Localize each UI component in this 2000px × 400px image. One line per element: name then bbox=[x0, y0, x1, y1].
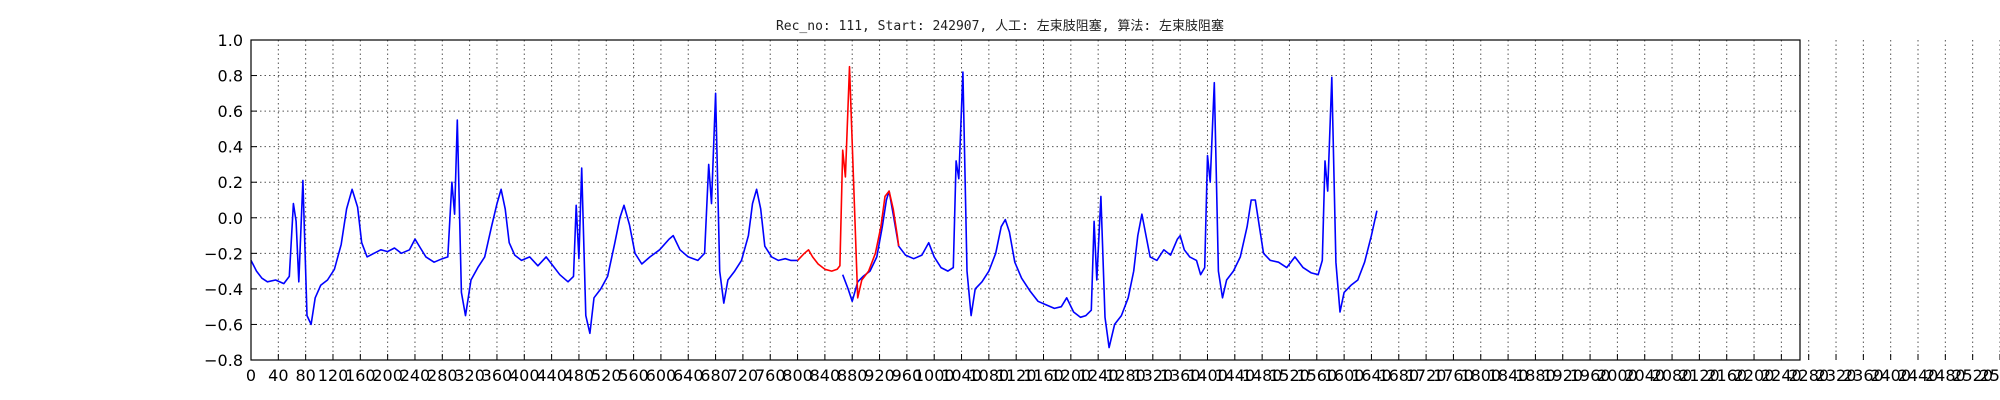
y-tick-label: 0.0 bbox=[218, 209, 243, 228]
x-tick-label: 40 bbox=[268, 366, 288, 385]
x-tick-label: 480 bbox=[564, 366, 595, 385]
x-tick-label: 1080 bbox=[968, 366, 1009, 385]
grid-lines bbox=[251, 40, 2000, 360]
series-line-0 bbox=[250, 92, 798, 335]
x-tick-label: 600 bbox=[646, 366, 677, 385]
x-tick-label: 1680 bbox=[1378, 366, 1419, 385]
x-tick-label: 1120 bbox=[996, 366, 1037, 385]
x-tick-label: 2280 bbox=[1788, 366, 1829, 385]
x-tick-label: 640 bbox=[673, 366, 704, 385]
x-tick-label: 1560 bbox=[1296, 366, 1337, 385]
x-tick-label: 80 bbox=[295, 366, 315, 385]
x-tick-label: 1040 bbox=[941, 366, 982, 385]
x-tick-label: 2240 bbox=[1761, 366, 1802, 385]
x-tick-label: 120 bbox=[318, 366, 349, 385]
x-tick-label: 1600 bbox=[1324, 366, 1365, 385]
y-tick-label: −0.8 bbox=[204, 351, 243, 370]
x-tick-label: 1800 bbox=[1460, 366, 1501, 385]
x-tick-label: 760 bbox=[755, 366, 786, 385]
y-tick-label: −0.4 bbox=[204, 280, 243, 299]
series-line-1 bbox=[797, 65, 900, 299]
x-tick-label: 440 bbox=[536, 366, 567, 385]
y-tick-label: 0.8 bbox=[218, 67, 243, 86]
x-axis: 0 40 80 12016020024028032036040044048052056… bbox=[246, 354, 2000, 385]
x-tick-label: 360 bbox=[482, 366, 513, 385]
x-tick-label: 2080 bbox=[1652, 366, 1693, 385]
series-line-0 bbox=[841, 71, 1378, 349]
x-tick-label: 1280 bbox=[1105, 366, 1146, 385]
plot-frame bbox=[250, 39, 1801, 361]
x-tick-label: 2040 bbox=[1624, 366, 1665, 385]
x-tick-label: 1640 bbox=[1351, 366, 1392, 385]
x-tick-label: 240 bbox=[400, 366, 431, 385]
x-tick-label: 2360 bbox=[1843, 366, 1884, 385]
x-tick-label: 2480 bbox=[1925, 366, 1966, 385]
x-tick-label: 1520 bbox=[1269, 366, 1310, 385]
x-tick-label: 920 bbox=[864, 366, 895, 385]
x-tick-label: 1760 bbox=[1433, 366, 1474, 385]
x-tick-label: 280 bbox=[427, 366, 458, 385]
x-tick-label: 1240 bbox=[1078, 366, 1119, 385]
x-tick-label: 2520 bbox=[1952, 366, 1993, 385]
y-tick-label: 1.0 bbox=[218, 31, 243, 50]
x-tick-label: 1920 bbox=[1542, 366, 1583, 385]
y-tick-label: 0.2 bbox=[218, 173, 243, 192]
x-tick-label: 1480 bbox=[1242, 366, 1283, 385]
x-tick-label: 1200 bbox=[1050, 366, 1091, 385]
x-tick-label: 2400 bbox=[1870, 366, 1911, 385]
x-tick-label: 2560 bbox=[1980, 366, 2000, 385]
x-tick-label: 880 bbox=[837, 366, 868, 385]
x-tick-label: 1400 bbox=[1187, 366, 1228, 385]
y-axis: 1.0 0.8 0.6 0.4 0.2 0.0 −0.2 −0.4 −0.6 −0.8 bbox=[204, 31, 257, 370]
x-tick-label: 1440 bbox=[1214, 366, 1255, 385]
x-tick-label: 2440 bbox=[1898, 366, 1939, 385]
x-tick-label: 2320 bbox=[1816, 366, 1857, 385]
x-tick-label: 560 bbox=[618, 366, 649, 385]
x-tick-label: 200 bbox=[372, 366, 403, 385]
x-tick-label: 1720 bbox=[1406, 366, 1447, 385]
x-tick-label: 160 bbox=[345, 366, 376, 385]
x-tick-label: 400 bbox=[509, 366, 540, 385]
x-tick-label: 1320 bbox=[1132, 366, 1173, 385]
x-tick-label: 1840 bbox=[1488, 366, 1529, 385]
x-tick-label: 320 bbox=[454, 366, 485, 385]
x-tick-label: 2160 bbox=[1706, 366, 1747, 385]
x-tick-label: 1000 bbox=[914, 366, 955, 385]
x-tick-label: 680 bbox=[700, 366, 731, 385]
x-tick-label: 840 bbox=[810, 366, 841, 385]
y-tick-label: −0.2 bbox=[204, 244, 243, 263]
x-tick-label: 1360 bbox=[1160, 366, 1201, 385]
x-tick-label: 1160 bbox=[1023, 366, 1064, 385]
x-tick-label: 2200 bbox=[1734, 366, 1775, 385]
x-tick-label: 2000 bbox=[1597, 366, 1638, 385]
x-tick-label: 520 bbox=[591, 366, 622, 385]
x-tick-label: 1960 bbox=[1570, 366, 1611, 385]
y-tick-label: 0.4 bbox=[218, 138, 243, 157]
y-tick-label: 0.6 bbox=[218, 102, 243, 121]
chart-title: Rec_no: 111, Start: 242907, 人工: 左束肢阻塞, 算… bbox=[776, 18, 1224, 34]
x-tick-label: 0 bbox=[246, 366, 256, 385]
x-tick-label: 800 bbox=[782, 366, 813, 385]
x-tick-label: 960 bbox=[892, 366, 923, 385]
x-tick-label: 720 bbox=[728, 366, 759, 385]
x-tick-label: 1880 bbox=[1515, 366, 1556, 385]
x-tick-label: 2120 bbox=[1679, 366, 1720, 385]
series-group bbox=[250, 65, 1378, 349]
y-tick-label: −0.6 bbox=[204, 315, 243, 334]
